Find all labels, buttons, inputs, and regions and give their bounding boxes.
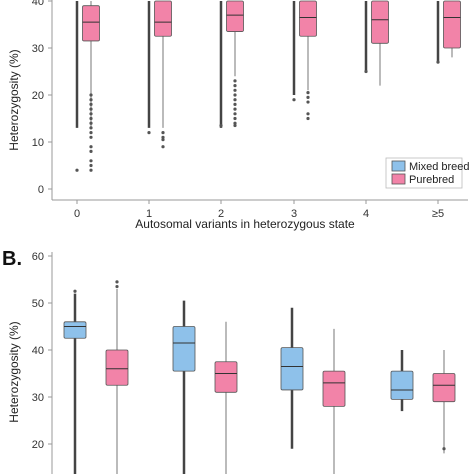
- panel-b-purebred-cat-0-outlier-0: [115, 280, 119, 284]
- panel-a-purebred-cat-2-outlier-4: [233, 98, 237, 102]
- panel-a-y-tick-label-20: 20: [32, 90, 44, 102]
- panel-b-purebred-cat-3-box: [322, 370, 346, 407]
- panel-b-letter: B.: [2, 248, 22, 270]
- panel-a-purebred-cat-1-outlier-0: [161, 131, 165, 135]
- panel-b-marks: [63, 280, 456, 474]
- panel-a-y-tick-label-10: 10: [32, 137, 44, 149]
- panel-a-purebred-cat-2-outlier-7: [233, 112, 237, 116]
- panel-a-purebred-cat-3-box: [299, 0, 317, 37]
- panel-a-y-ticks: 0 10 20 30 40: [32, 0, 52, 196]
- panel-b-mixed-cat-5-box: [390, 370, 414, 400]
- legend: Mixed breed Purebred: [385, 157, 470, 189]
- panel-a-purebred-cat-5-box: [443, 0, 461, 49]
- panel-a-purebred-cat-0-outlier-5: [89, 116, 93, 121]
- panel-a-purebred-cat-2-outlier-0: [233, 79, 237, 83]
- panel-a-purebred-cat-0-outlier-12: [89, 159, 93, 163]
- panel-a-purebred-cat-2-outlier-8: [233, 116, 237, 121]
- panel-a-purebred-cat-2-outlier-6: [233, 107, 237, 111]
- panel-b-y-tick-label-60: 60: [32, 251, 44, 263]
- panel-b-purebred-cat-0-box: [105, 349, 129, 386]
- panel-b-chart: B. 20 30 40 50 60 Heterozygosity (%): [2, 248, 456, 474]
- panel-a-purebred-cat-1-outlier-2: [161, 138, 165, 142]
- panel-a-purebred-cat-3-outlier-2: [306, 100, 310, 104]
- panel-b-y-ticks: 20 30 40 50 60: [32, 251, 52, 451]
- panel-b-y-tick-label-20: 20: [32, 439, 44, 451]
- panel-a-x-tick-label-0: 0: [74, 208, 80, 220]
- panel-b-y-tick-label-30: 30: [32, 392, 44, 404]
- panel-a-purebred-cat-0-outlier-9: [89, 135, 93, 139]
- panel-a-purebred-cat-0-outlier-14: [89, 168, 93, 172]
- panel-a-purebred-cat-0-outlier-11: [89, 149, 93, 153]
- panel-a-purebred-cat-3-outlier-3: [306, 112, 310, 116]
- panel-a-purebred-cat-1-outlier-1: [161, 135, 165, 139]
- panel-a-purebred-cat-0-outlier-0: [89, 93, 93, 97]
- panel-a-mixed-cat-2-outlier-0: [219, 123, 223, 128]
- panel-b-mixed-cat-3-box: [280, 347, 304, 391]
- panel-b-purebred-cat-5-outlier-0: [442, 447, 446, 451]
- legend-swatch-mixed-breed: [391, 160, 406, 172]
- panel-a-x-tick-label-1: 1: [146, 208, 152, 220]
- panel-a-mixed-cat-4-outlier-0: [364, 69, 368, 74]
- panel-a-purebred-cat-2-outlier-9: [233, 121, 237, 125]
- panel-a-purebred-cat-3-outlier-1: [306, 95, 310, 99]
- panel-b-purebred-cat-5-box: [432, 373, 456, 403]
- panel-a-purebred-cat-0-outlier-4: [89, 112, 93, 116]
- panel-a-purebred-cat-0-outlier-10: [89, 145, 93, 149]
- panel-a-purebred-cat-2-outlier-10: [233, 123, 237, 128]
- panel-a-x-axis-label: Autosomal variants in heterozygous state: [135, 217, 355, 231]
- panel-a-purebred-cat-0-outlier-8: [89, 131, 93, 135]
- panel-a-purebred-cat-1-outlier-3: [161, 145, 165, 149]
- panel-a-purebred-cat-3-outlier-4: [306, 116, 310, 121]
- panel-a-purebred-cat-0-outlier-1: [89, 98, 93, 102]
- panel-a-purebred-cat-0-box: [82, 5, 100, 42]
- panel-b-y-axis-label: Heterozygosity (%): [7, 321, 21, 422]
- panel-a-marks: [75, 0, 461, 172]
- panel-b-mixed-cat-0-box: [63, 321, 87, 339]
- panel-a-x-tick-label-2: 2: [218, 208, 224, 220]
- panel-b-mixed-cat-0-outlier-0: [73, 289, 77, 293]
- panel-a-purebred-cat-0-outlier-7: [89, 126, 93, 130]
- panel-a-purebred-cat-2-outlier-1: [233, 84, 237, 88]
- panel-b-purebred-cat-0-outlier-1: [115, 284, 119, 289]
- panel-a-x-tick-label-5: ≥5: [432, 208, 444, 220]
- panel-a-purebred-cat-0-outlier-13: [89, 163, 93, 168]
- panel-b-y-tick-label-50: 50: [32, 298, 44, 310]
- legend-label-mixed-breed: Mixed breed: [409, 161, 470, 173]
- panel-a-x-tick-label-4: 4: [363, 208, 369, 220]
- panel-a-mixed-cat-0-outlier-0: [75, 168, 79, 172]
- panel-a-y-axis-label: Heterozygosity (%): [7, 49, 21, 150]
- panel-a-y-tick-label-30: 30: [32, 43, 44, 55]
- legend-swatch-purebred: [391, 173, 406, 185]
- panel-a-y-tick-label-40: 40: [32, 0, 44, 8]
- panel-a-purebred-cat-2-outlier-5: [233, 102, 237, 106]
- panel-a-purebred-cat-4-box: [371, 0, 389, 44]
- panel-a-purebred-cat-3-outlier-0: [306, 91, 310, 95]
- panel-a-purebred-cat-0-outlier-3: [89, 107, 93, 111]
- panel-a-chart: 0 10 20 30 40 0 1 2 3 4 ≥5 Heterozygosity (%) Aut…: [7, 0, 470, 231]
- legend-label-purebred: Purebred: [409, 174, 454, 186]
- panel-a-purebred-cat-1-box: [154, 0, 172, 37]
- panel-a-mixed-cat-5-outlier-0: [436, 60, 440, 64]
- panel-a-purebred-cat-2-outlier-3: [233, 93, 237, 97]
- panel-a-purebred-cat-2-box: [226, 0, 244, 32]
- panel-a-purebred-cat-0-outlier-2: [89, 102, 93, 106]
- panel-a-purebred-cat-0-outlier-6: [89, 121, 93, 125]
- panel-a-x-ticks: 0 1 2 3 4 ≥5: [74, 200, 444, 220]
- panel-a-mixed-cat-1-outlier-0: [147, 131, 151, 135]
- panel-a-purebred-cat-2-outlier-2: [233, 88, 237, 92]
- panel-b-mixed-cat-2-box: [172, 326, 196, 372]
- panel-a-x-tick-label-3: 3: [291, 208, 297, 220]
- panel-a-y-tick-label-0: 0: [38, 184, 44, 196]
- panel-b-purebred-cat-2-box: [214, 361, 238, 393]
- panel-a-mixed-cat-3-outlier-0: [292, 98, 296, 102]
- panel-b-y-tick-label-40: 40: [32, 345, 44, 357]
